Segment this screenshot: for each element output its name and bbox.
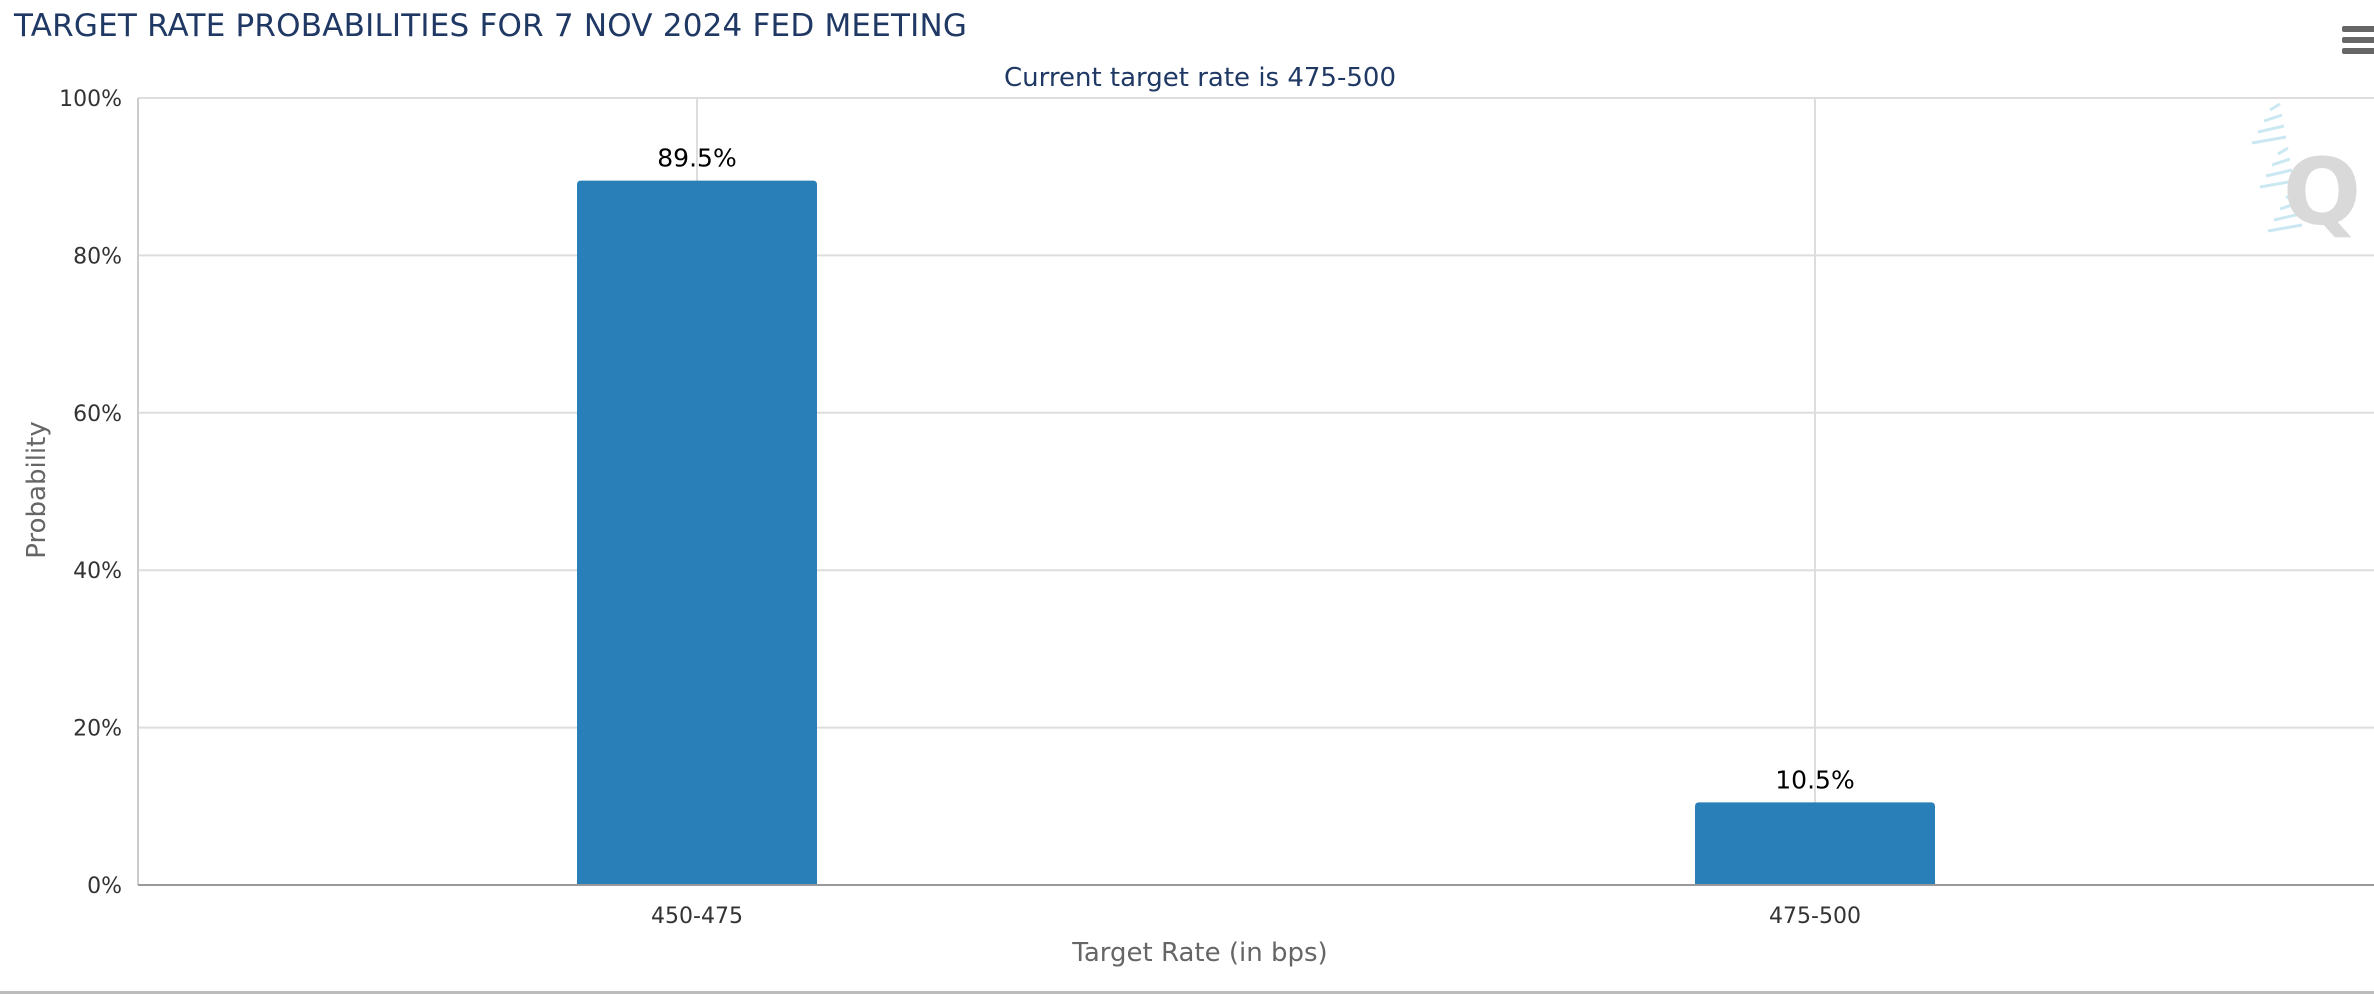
y-tick-label: 20% <box>73 717 122 742</box>
x-tick-label: 475-500 <box>1769 904 1861 929</box>
watermark-stroke <box>2251 135 2287 145</box>
axes: 0% 20% 40% 60% 80% 100% 450-475 475-500 <box>59 87 2374 929</box>
chart-subtitle: Current target rate is 475-500 <box>1004 63 1396 93</box>
grid-lines <box>138 97 2374 885</box>
bars-group: 89.5% 10.5% <box>577 144 1935 885</box>
footer-divider <box>0 991 2374 994</box>
chart-menu-button[interactable] <box>2338 26 2374 60</box>
watermark-stroke <box>2269 102 2281 112</box>
watermark-q-glyph: Q <box>2283 139 2361 246</box>
y-tick-label: 40% <box>73 559 122 584</box>
menu-icon-bar-bottom <box>2342 48 2374 54</box>
bar-475-500[interactable] <box>1695 802 1935 885</box>
y-tick-label: 80% <box>73 244 122 269</box>
menu-icon-bar-middle <box>2342 37 2374 43</box>
watermark-stroke <box>2259 179 2295 189</box>
x-tick-label: 450-475 <box>651 904 743 929</box>
y-tick-label: 100% <box>59 87 122 112</box>
y-tick-label: 0% <box>87 874 122 899</box>
watermark-stroke <box>2263 113 2283 123</box>
watermark-stroke <box>2271 157 2291 167</box>
x-axis-title: Target Rate (in bps) <box>1071 938 1327 968</box>
watermark-stroke <box>2279 201 2299 211</box>
watermark-stroke <box>2267 223 2303 233</box>
watermark-stroke <box>2277 146 2289 156</box>
watermark-stroke <box>2273 212 2301 222</box>
page-title: TARGET RATE PROBABILITIES FOR 7 NOV 2024… <box>14 8 968 44</box>
q-logo-watermark: Q <box>2251 102 2361 246</box>
y-tick-label: 60% <box>73 402 122 427</box>
menu-icon-bar-top <box>2342 26 2374 32</box>
data-label: 10.5% <box>1775 765 1854 794</box>
bar-450-475[interactable] <box>577 180 817 885</box>
watermark-stroke <box>2265 168 2293 178</box>
watermark-stroke <box>2257 124 2285 134</box>
data-label: 89.5% <box>657 144 736 173</box>
y-axis-title: Probability <box>22 421 52 558</box>
watermark-stroke <box>2285 190 2297 200</box>
